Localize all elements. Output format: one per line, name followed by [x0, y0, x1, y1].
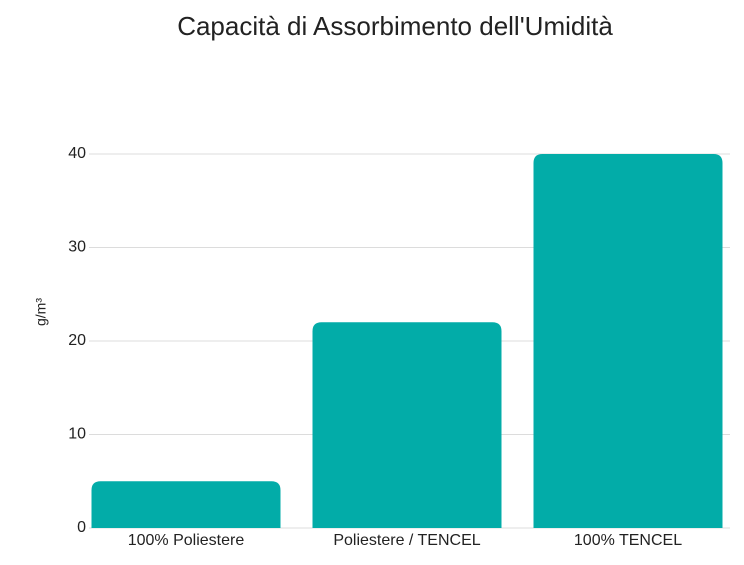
y-tick-label: 0 [77, 519, 86, 536]
bar [312, 322, 502, 528]
x-tick-label: Poliestere / TENCEL [333, 532, 480, 549]
y-axis-label: g/m³ [33, 298, 49, 326]
y-tick-label: 40 [68, 145, 86, 162]
y-tick-label: 10 [68, 426, 86, 443]
chart-title: Capacità di Assorbimento dell'Umidità [177, 11, 613, 41]
bar [91, 481, 281, 528]
y-tick-label: 20 [68, 332, 86, 349]
x-tick-label: 100% Poliestere [128, 532, 245, 549]
x-tick-label: 100% TENCEL [574, 532, 682, 549]
bar [533, 154, 723, 528]
y-tick-label: 30 [68, 239, 86, 256]
